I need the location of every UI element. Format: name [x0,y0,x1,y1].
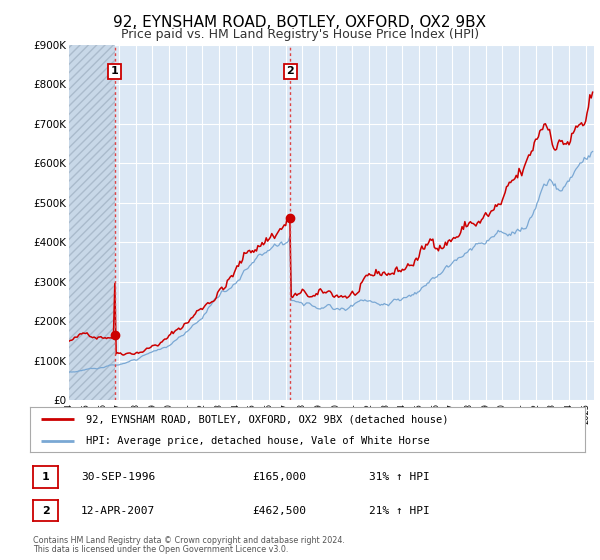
Text: This data is licensed under the Open Government Licence v3.0.: This data is licensed under the Open Gov… [33,545,289,554]
Text: 12-APR-2007: 12-APR-2007 [81,506,155,516]
Text: 21% ↑ HPI: 21% ↑ HPI [369,506,430,516]
Text: £165,000: £165,000 [252,472,306,482]
Text: 1: 1 [111,67,119,77]
Text: 2: 2 [42,506,49,516]
Text: 92, EYNSHAM ROAD, BOTLEY, OXFORD, OX2 9BX: 92, EYNSHAM ROAD, BOTLEY, OXFORD, OX2 9B… [113,15,487,30]
Text: Price paid vs. HM Land Registry's House Price Index (HPI): Price paid vs. HM Land Registry's House … [121,28,479,41]
Text: £462,500: £462,500 [252,506,306,516]
Text: 1: 1 [42,472,49,482]
Text: 30-SEP-1996: 30-SEP-1996 [81,472,155,482]
Text: 31% ↑ HPI: 31% ↑ HPI [369,472,430,482]
Text: 2: 2 [286,67,294,77]
Text: HPI: Average price, detached house, Vale of White Horse: HPI: Average price, detached house, Vale… [86,436,429,446]
Text: 92, EYNSHAM ROAD, BOTLEY, OXFORD, OX2 9BX (detached house): 92, EYNSHAM ROAD, BOTLEY, OXFORD, OX2 9B… [86,414,448,424]
Bar [69,45,115,400]
Text: Contains HM Land Registry data © Crown copyright and database right 2024.: Contains HM Land Registry data © Crown c… [33,536,345,545]
